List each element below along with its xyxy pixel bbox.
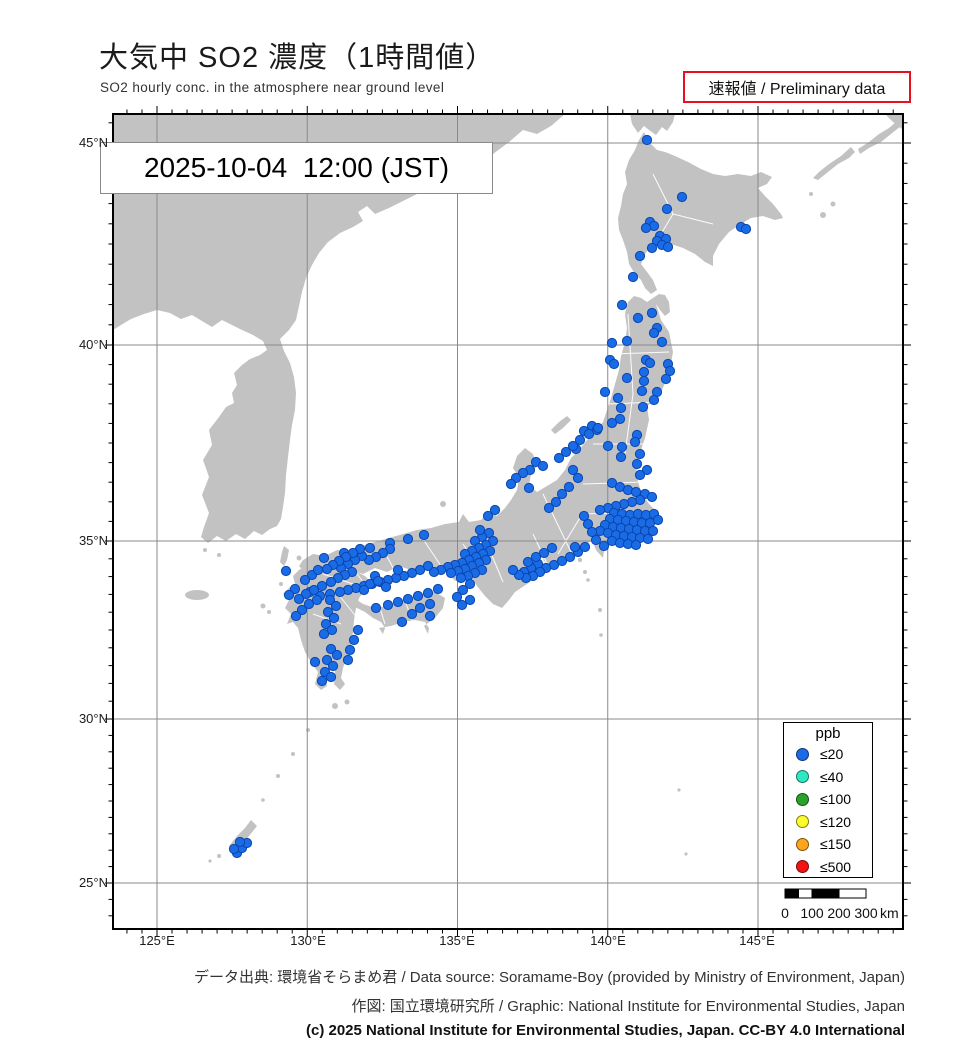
legend-color-dot (796, 792, 809, 806)
scale-bar-tick-label: 100 (800, 905, 824, 921)
map-frame (112, 113, 904, 930)
legend-row: ≤40 (784, 766, 872, 789)
lon-label: 130°E (290, 933, 326, 948)
legend-row: ≤500 (784, 856, 872, 879)
lat-label: 40°N (78, 337, 108, 352)
scale-bar-tick-label: 0 (781, 905, 789, 921)
station-dots (228, 134, 752, 859)
legend-color-dot (796, 747, 809, 761)
lon-label: 125°E (139, 933, 175, 948)
scale-bar-tick-label: 200 (827, 905, 851, 921)
lon-label: 140°E (590, 933, 626, 948)
legend-label: ≤150 (820, 836, 852, 853)
lat-label: 35°N (78, 533, 108, 548)
legend-label: ≤100 (820, 791, 852, 808)
timestamp-box: 2025-10-04 12:00 (JST) (100, 142, 493, 194)
footer-data-source: データ出典: 環境省そらまめ君 / Data source: Soramame-… (193, 969, 905, 986)
legend-title: ppb (815, 725, 841, 742)
lat-label: 45°N (78, 135, 108, 150)
scale-bar-tick-label: 300 (854, 905, 878, 921)
legend-color-dot (796, 770, 809, 784)
legend-row: ≤20 (784, 743, 872, 766)
legend-row: ≤100 (784, 788, 872, 811)
page-subtitle: SO2 hourly conc. in the atmosphere near … (100, 80, 445, 95)
page-title: 大気中 SO2 濃度（1時間値） (99, 42, 496, 74)
lat-label: 30°N (78, 711, 108, 726)
legend-row: ≤120 (784, 811, 872, 834)
legend-color-dot (796, 860, 809, 874)
lat-label: 25°N (78, 875, 108, 890)
legend-color-dot (796, 815, 809, 829)
legend-rows: ≤20 ≤40 ≤100 ≤120 ≤150 ≤500 (784, 743, 872, 878)
scale-bar (784, 888, 867, 899)
legend-label: ≤120 (820, 813, 852, 830)
legend-label: ≤20 (820, 746, 844, 763)
preliminary-data-badge: 速報値 / Preliminary data (683, 71, 911, 103)
legend-row: ≤150 (784, 833, 872, 856)
footer-graphic-credit: 作図: 国立環境研究所 / Graphic: National Institut… (351, 998, 905, 1015)
legend-box: ppb ≤20 ≤40 ≤100 ≤120 ≤150 ≤500 (783, 722, 873, 878)
legend-color-dot (796, 837, 809, 851)
legend-label: ≤500 (820, 858, 852, 875)
lon-label: 135°E (439, 933, 475, 948)
footer-copyright: (c) 2025 National Institute for Environm… (305, 1022, 905, 1039)
lon-label: 145°E (739, 933, 775, 948)
legend-label: ≤40 (820, 768, 844, 785)
scale-bar-unit: km (880, 905, 899, 921)
